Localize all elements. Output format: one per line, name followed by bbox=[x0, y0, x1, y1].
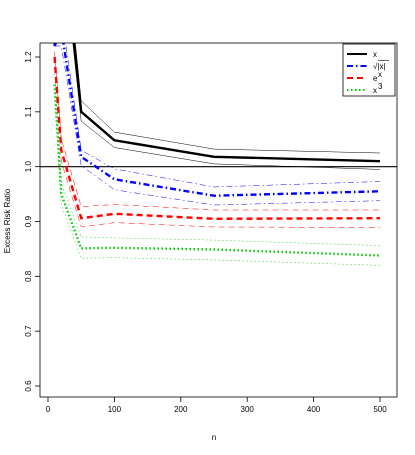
legend-label: √|x| bbox=[373, 62, 386, 71]
x-tick-label: 500 bbox=[373, 405, 387, 414]
band-lower-x bbox=[54, 43, 381, 170]
x-axis-title: n bbox=[212, 433, 216, 442]
band-lower-sqrt-x bbox=[54, 45, 381, 206]
x-tick-label: 300 bbox=[241, 405, 255, 414]
band-upper-x bbox=[54, 43, 381, 154]
legend-label-superscript: 3 bbox=[378, 82, 383, 91]
series-group bbox=[40, 43, 397, 266]
plot-layer bbox=[40, 43, 397, 266]
y-tick-label: 1.2 bbox=[24, 51, 33, 63]
legend-label: x bbox=[373, 86, 377, 95]
x-tick-label: 0 bbox=[46, 405, 51, 414]
x-tick-label: 100 bbox=[108, 405, 122, 414]
y-tick-label: 0.7 bbox=[24, 325, 33, 337]
band-lower-e-x bbox=[54, 67, 381, 228]
series-line-e-x bbox=[53, 56, 381, 221]
legend-label: e bbox=[373, 74, 378, 83]
x-tick-label: 200 bbox=[174, 405, 188, 414]
plot-frame bbox=[39, 42, 398, 398]
band-upper-sqrt-x bbox=[54, 43, 381, 188]
y-tick-label: 1.0 bbox=[24, 161, 33, 173]
band-lower-x-3 bbox=[54, 95, 381, 266]
series-line-sqrt-x bbox=[53, 43, 381, 197]
axes-layer: 0 100 200 300 400 500 0.6 0.7 0.8 0.9 1.0 1.1 1.2 bbox=[24, 42, 398, 414]
y-tick-label: 0.6 bbox=[24, 380, 33, 392]
y-tick-label: 0.9 bbox=[24, 215, 33, 227]
y-axis-title: Excess Risk Ratio bbox=[3, 188, 12, 253]
band-upper-e-x bbox=[54, 51, 380, 211]
legend: x√|x|e xx 3 bbox=[342, 43, 396, 97]
y-tick-label: 1.1 bbox=[24, 106, 33, 118]
series-line-x bbox=[53, 43, 381, 163]
legend-box bbox=[342, 43, 396, 97]
y-tick-label: 0.8 bbox=[24, 270, 33, 282]
legend-label-superscript: x bbox=[378, 70, 382, 79]
series-line-x-3 bbox=[53, 84, 381, 257]
legend-label: x bbox=[373, 50, 377, 59]
x-tick-label: 400 bbox=[307, 405, 321, 414]
